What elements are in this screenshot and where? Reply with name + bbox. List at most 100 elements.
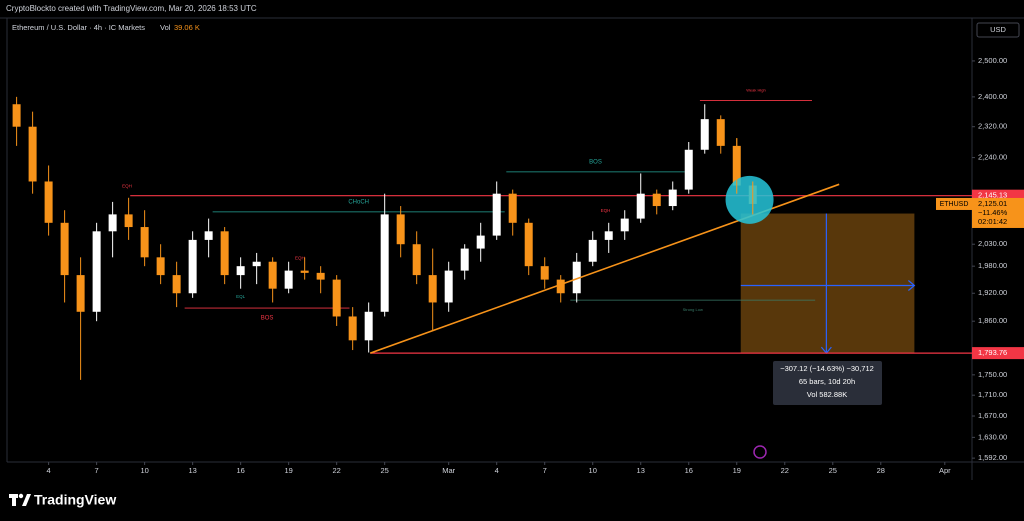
credit: CryptoBlockto created with TradingView.c… — [6, 4, 257, 13]
candle-body — [412, 244, 421, 276]
candle-body — [492, 193, 501, 236]
x-tick-label: 22 — [332, 466, 340, 475]
tradingview-logo: TradingView — [9, 492, 116, 508]
candle-body — [28, 126, 37, 182]
candle-body — [604, 231, 613, 240]
projection-box — [740, 213, 915, 354]
logo-stem — [12, 494, 16, 506]
candle-body — [60, 222, 69, 276]
x-tick-label: 13 — [637, 466, 645, 475]
candle-body — [172, 275, 181, 294]
candle-body — [684, 149, 693, 190]
x-tick-label: 4 — [495, 466, 499, 475]
y-tick-label: 1,710.00 — [978, 390, 1007, 399]
structure-label: BOS — [261, 316, 274, 322]
candle-body — [588, 239, 597, 262]
candle-body — [140, 227, 149, 258]
y-tick-label: 1,670.00 — [978, 411, 1007, 420]
highlight-circle — [725, 175, 774, 224]
candle-body — [252, 261, 261, 267]
x-tick-label: Mar — [442, 466, 455, 475]
current-price-bg — [972, 197, 1024, 228]
candle-body — [364, 311, 373, 341]
symbol-tag-bg — [936, 197, 972, 210]
candle-body — [716, 119, 725, 146]
candle-body — [236, 266, 245, 276]
candle-body — [540, 266, 549, 280]
tooltip-line: 65 bars, 10d 20h — [799, 377, 855, 386]
x-tick-label: 10 — [589, 466, 597, 475]
candle-body — [668, 189, 677, 207]
x-tick-label: 16 — [236, 466, 244, 475]
candle-body — [476, 235, 485, 249]
candle-body — [508, 193, 517, 223]
candle-body — [652, 193, 661, 207]
candle-body — [12, 104, 21, 127]
candle-body — [156, 257, 165, 276]
current-price: 2,125.01 — [978, 199, 1007, 208]
currency-box[interactable] — [976, 22, 1020, 38]
current-change: −11.46% — [978, 208, 1008, 217]
candle-body — [124, 214, 133, 228]
liquidity-marker: EQH — [122, 184, 132, 189]
price-label: 2,145.13 — [978, 191, 1007, 200]
candle-body — [332, 279, 341, 317]
candle-body — [348, 316, 357, 341]
logo-dot — [18, 493, 24, 499]
candle-body — [636, 193, 645, 219]
candle-body — [316, 272, 325, 280]
candle-body — [396, 214, 405, 245]
symbol-title: Ethereum / U.S. Dollar · 4h · IC Markets — [12, 23, 145, 32]
x-tick-label: 10 — [140, 466, 148, 475]
candle-body — [700, 119, 709, 150]
price-label: 1,793.76 — [978, 348, 1007, 357]
structure-label: BOS — [589, 159, 602, 165]
event-icon[interactable] — [753, 445, 767, 459]
currency: USD — [990, 25, 1006, 34]
structure-label: Strong Low — [683, 307, 703, 312]
y-tick-label: 1,860.00 — [978, 316, 1007, 325]
x-tick-label: 4 — [47, 466, 51, 475]
candle-body — [572, 261, 581, 294]
x-tick-label: 25 — [829, 466, 837, 475]
y-tick-label: 2,030.00 — [978, 239, 1007, 248]
liquidity-marker: EQH — [295, 255, 305, 260]
volume-value: 39.06 K — [174, 23, 200, 32]
projection-arrow-right — [908, 280, 916, 291]
x-tick-label: Apr — [939, 466, 951, 475]
x-tick-label: 7 — [543, 466, 547, 475]
volume-label: Vol — [160, 23, 171, 32]
y-tick-label: 1,630.00 — [978, 432, 1007, 441]
candle-body — [428, 275, 437, 303]
liquidity-marker: EQH — [601, 208, 611, 213]
candle-body — [380, 214, 389, 312]
y-tick-label: 2,240.00 — [978, 153, 1007, 162]
candle-body — [300, 270, 309, 273]
measure-tooltip — [773, 361, 882, 405]
structure-label: Weak High — [746, 88, 766, 93]
y-tick-label: 2,320.00 — [978, 122, 1007, 131]
logo-slash — [22, 494, 31, 506]
y-tick-label: 1,980.00 — [978, 261, 1007, 270]
x-tick-label: 22 — [781, 466, 789, 475]
candle-body — [108, 214, 117, 232]
candle-body — [444, 270, 453, 303]
y-tick-label: 1,920.00 — [978, 288, 1007, 297]
candle-body — [220, 231, 229, 276]
price-label-bg — [972, 347, 1024, 360]
candle-body — [76, 275, 85, 312]
x-tick-label: 16 — [685, 466, 693, 475]
x-tick-label: 19 — [284, 466, 292, 475]
y-tick-label: 2,500.00 — [978, 56, 1007, 65]
y-tick-label: 1,750.00 — [978, 370, 1007, 379]
candle-body — [460, 248, 469, 271]
candle-body — [620, 218, 629, 232]
candle-body — [268, 261, 277, 289]
symbol-tag: ETHUSD — [940, 201, 969, 208]
candle-body — [204, 231, 213, 240]
countdown: 02:01:42 — [978, 217, 1007, 226]
y-tick-label: 2,400.00 — [978, 92, 1007, 101]
y-tick-label: 1,592.00 — [978, 453, 1007, 462]
